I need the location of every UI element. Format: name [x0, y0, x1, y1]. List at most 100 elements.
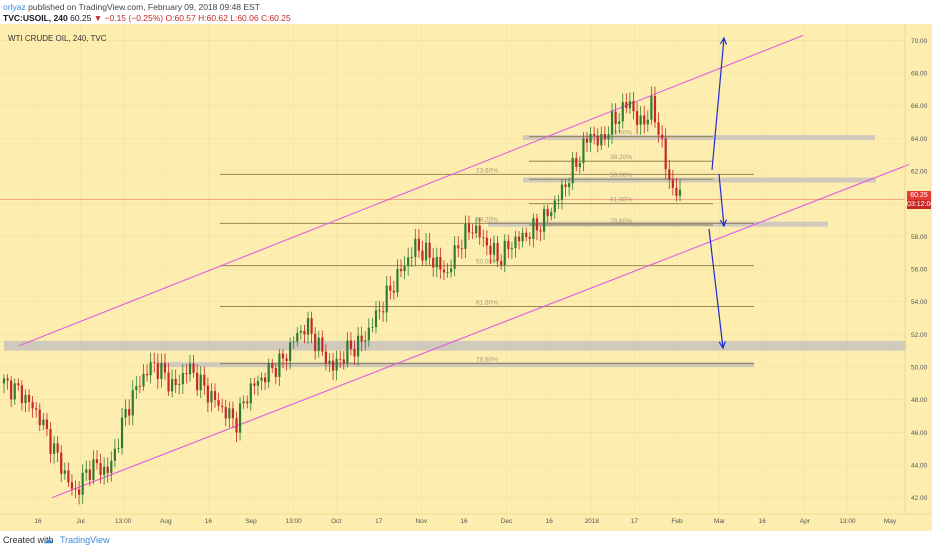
price-chart[interactable]: 23.60% 38.20% 50.00% 61.80% 78.60% 23.60% 38.2…	[0, 0, 932, 531]
candle-body	[249, 383, 252, 404]
price-tick-label: 58.00	[911, 234, 928, 241]
publish-info: published on TradingView.com, February 0…	[28, 2, 260, 12]
candle-body	[256, 380, 260, 386]
candle-body	[564, 184, 567, 188]
candle-body	[38, 409, 41, 426]
candle-body	[110, 460, 113, 474]
fib-level-label: 38.20%	[610, 154, 632, 161]
candle-body	[346, 340, 349, 364]
candle-body	[650, 96, 653, 120]
candle-body	[260, 377, 263, 381]
candle-body	[646, 119, 649, 125]
candle-body	[614, 111, 617, 124]
time-tick-label: Feb	[671, 518, 683, 525]
candle-body	[360, 335, 363, 342]
candle-body	[399, 268, 403, 272]
candle-body	[500, 261, 503, 265]
time-tick-label: Nov	[416, 518, 428, 525]
candle-body	[661, 134, 664, 139]
candle-body	[621, 102, 624, 122]
candle-body	[185, 373, 188, 375]
candle-body	[224, 407, 227, 419]
candle-body	[389, 285, 392, 291]
candle-body	[67, 470, 70, 483]
candle-body	[517, 236, 521, 242]
candle-body	[42, 419, 45, 426]
candle-body	[174, 378, 177, 386]
candle-body	[407, 257, 410, 267]
chart-title: WTI CRUDE OIL, 240, TVC	[8, 34, 107, 43]
candle-body	[117, 448, 120, 449]
time-axis[interactable]: 16 Jul 13:00 Aug 16 Sep 13:00 Oct 17 Nov 16 Dec 16 20…	[0, 513, 932, 525]
candle-body	[403, 266, 406, 272]
candle-body	[374, 310, 378, 328]
candle-body	[639, 115, 642, 125]
candle-body	[603, 134, 606, 140]
bearish-arrow	[708, 228, 724, 349]
price-tick-label: 44.00	[911, 463, 928, 470]
candle-body	[171, 378, 174, 392]
candle-body	[289, 342, 292, 362]
candle-body	[653, 96, 657, 123]
candle-body	[6, 378, 9, 381]
tradingview-logo-icon: ☁	[44, 535, 53, 545]
candle-body	[668, 169, 671, 180]
fib-level-label: 50.00%	[476, 259, 498, 266]
candle-body	[428, 242, 431, 258]
channel-lower-line	[51, 163, 910, 499]
candle-body	[45, 419, 49, 429]
candle-body	[56, 443, 59, 453]
time-tick-label: 16	[460, 518, 468, 525]
candle-body	[525, 232, 528, 238]
candle-body	[496, 242, 499, 262]
candle-body	[535, 218, 539, 231]
price-tick-label: 48.00	[911, 397, 928, 404]
candle-body	[607, 134, 610, 140]
candle-body	[553, 200, 556, 213]
candle-body	[442, 269, 446, 273]
candle-body	[371, 327, 374, 328]
candle-body	[675, 187, 678, 196]
candle-body	[575, 157, 578, 167]
price-tick-label: 42.00	[911, 495, 928, 502]
candle-body	[503, 240, 506, 265]
time-tick-label: 17	[375, 518, 383, 525]
candle-body	[632, 101, 635, 112]
candle-body	[568, 183, 571, 188]
candle-body	[664, 138, 667, 170]
candle-body	[324, 351, 328, 364]
author-link[interactable]: orlyaz	[3, 2, 26, 12]
ohlc-line: TVC:USOIL, 240 60.25 ▼ −0.15 (−0.25%) O:…	[3, 13, 291, 23]
candle-body	[485, 237, 488, 246]
tradingview-brand[interactable]: TradingView	[60, 535, 110, 545]
price-axis[interactable]: 42.00 44.00 46.00 48.00 50.00 52.00 54.00 56.00…	[904, 24, 928, 514]
last-value: 60.25	[70, 13, 92, 23]
candle-body	[113, 448, 116, 461]
candle-body	[296, 332, 299, 342]
candle-body	[52, 443, 56, 454]
candle-body	[88, 469, 91, 480]
price-tick-label: 54.00	[911, 299, 928, 306]
candle-body	[542, 209, 546, 232]
candle-body	[145, 373, 149, 376]
candle-body	[618, 121, 621, 124]
candle-body	[331, 360, 335, 371]
candle-body	[671, 179, 674, 188]
arrow-head	[719, 219, 727, 228]
grid-layer	[0, 24, 905, 514]
time-axis-background	[0, 514, 932, 531]
candle-body	[167, 372, 170, 392]
fib-level-label: 38.20%	[476, 216, 498, 223]
candle-body	[278, 353, 281, 378]
time-tick-label: Oct	[331, 518, 341, 525]
candle-body	[95, 459, 99, 464]
bullish-arrow	[711, 37, 725, 171]
candle-body	[478, 225, 481, 238]
candle-body	[142, 373, 145, 387]
price-tick-label: 64.00	[911, 136, 928, 143]
candle-body	[610, 111, 614, 135]
candle-body	[446, 272, 449, 274]
fib-level-label: 78.60%	[610, 218, 632, 225]
candle-body	[464, 224, 467, 249]
candle-body	[410, 257, 413, 258]
